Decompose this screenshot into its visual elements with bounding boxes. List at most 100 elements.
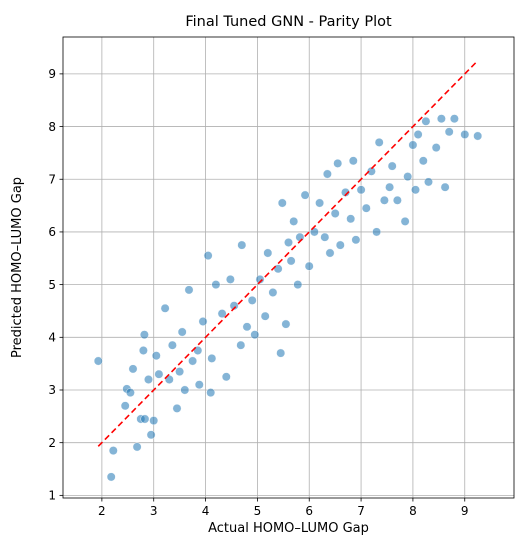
y-tick-label: 6: [48, 225, 56, 239]
x-tick-label: 4: [202, 504, 210, 518]
scatter-point: [315, 198, 325, 208]
scatter-point: [387, 161, 397, 171]
scatter-point: [281, 319, 291, 329]
scatter-point: [194, 380, 204, 390]
scatter-point: [250, 330, 260, 340]
scatter-point: [154, 369, 164, 379]
scatter-point: [140, 414, 150, 424]
scatter-point: [108, 446, 118, 456]
x-axis-ticks: 2 3 4 5 6 7 8 9: [98, 498, 469, 518]
scatter-point: [286, 256, 296, 266]
scatter-point: [431, 143, 441, 153]
scatter-point: [177, 327, 187, 337]
scatter-point: [411, 185, 420, 195]
scatter-point: [440, 182, 450, 192]
scatter-point: [203, 251, 213, 261]
plot-frame: [62, 36, 515, 499]
scatter-point: [198, 317, 208, 326]
scatter-point: [361, 203, 371, 213]
x-tick-label: 2: [98, 504, 106, 518]
scatter-point: [403, 172, 413, 182]
y-tick-label: 5: [48, 278, 56, 292]
y-tick-label: 4: [48, 331, 56, 345]
scatter-point: [366, 166, 376, 176]
parity-line: [97, 61, 478, 447]
scatter-point: [322, 169, 332, 179]
scatter-point: [304, 261, 314, 271]
scatter-point: [346, 214, 356, 224]
scatter-point: [444, 127, 454, 137]
scatter-point: [473, 131, 483, 141]
scatter-point: [207, 353, 217, 363]
scatter-points: [93, 114, 483, 482]
scatter-point: [138, 346, 148, 355]
scatter-point: [132, 442, 142, 452]
scatter-point: [236, 340, 246, 350]
scatter-point: [400, 216, 410, 226]
scatter-point: [418, 156, 428, 166]
x-tick-label: 9: [461, 504, 469, 518]
scatter-point: [351, 235, 361, 245]
scatter-point: [449, 114, 459, 124]
scatter-point: [268, 288, 278, 297]
scatter-point: [206, 388, 216, 398]
scatter-point: [289, 216, 299, 226]
scatter-point: [149, 416, 159, 426]
scatter-point: [93, 356, 103, 366]
y-tick-label: 9: [48, 67, 56, 81]
scatter-point: [167, 340, 177, 350]
scatter-point: [120, 401, 130, 411]
scatter-point: [300, 190, 310, 200]
scatter-point: [242, 322, 252, 332]
scatter-point: [144, 375, 153, 384]
scatter-point: [325, 248, 335, 258]
y-tick-label: 8: [48, 120, 56, 134]
scatter-point: [333, 158, 343, 168]
scatter-point: [128, 364, 138, 374]
scatter-point: [385, 182, 395, 192]
y-tick-label: 7: [48, 172, 56, 186]
scatter-point: [139, 330, 149, 340]
scatter-point: [335, 240, 345, 250]
x-tick-label: 8: [409, 504, 417, 518]
scatter-point: [424, 177, 433, 187]
scatter-point: [284, 238, 293, 247]
scatter-point: [247, 295, 257, 305]
scatter-point: [379, 195, 389, 205]
x-tick-label: 6: [305, 504, 313, 518]
y-tick-label: 3: [48, 383, 56, 397]
scatter-point: [221, 372, 231, 382]
scatter-point: [293, 280, 303, 290]
scatter-point: [260, 311, 270, 321]
scatter-point: [188, 356, 198, 366]
y-tick-label: 2: [48, 436, 56, 450]
scatter-point: [172, 403, 182, 413]
scatter-point: [106, 472, 116, 482]
grid: [63, 37, 514, 498]
scatter-point: [160, 303, 170, 313]
scatter-point: [436, 114, 446, 124]
scatter-point: [175, 367, 185, 377]
scatter-point: [295, 232, 305, 242]
scatter-point: [276, 348, 286, 358]
scatter-point: [374, 137, 384, 147]
scatter-point: [217, 309, 227, 319]
scatter-point: [392, 195, 402, 205]
scatter-point: [277, 198, 287, 208]
scatter-point: [180, 385, 190, 395]
scatter-point: [229, 301, 239, 311]
scatter-point: [255, 274, 265, 284]
scatter-point: [421, 116, 431, 126]
y-axis-label: Predicted HOMO–LUMO Gap: [10, 177, 25, 358]
scatter-point: [237, 240, 247, 250]
scatter-point: [151, 351, 161, 361]
scatter-point: [320, 232, 330, 242]
scatter-point: [125, 388, 135, 398]
scatter-point: [413, 130, 423, 139]
x-axis-label: Actual HOMO–LUMO Gap: [208, 521, 369, 536]
y-axis-ticks: 1 2 3 4 5 6 7 8 9: [48, 67, 63, 503]
scatter-point: [225, 274, 235, 284]
x-tick-label: 5: [254, 504, 262, 518]
scatter-point: [408, 140, 418, 150]
scatter-point: [348, 156, 358, 166]
